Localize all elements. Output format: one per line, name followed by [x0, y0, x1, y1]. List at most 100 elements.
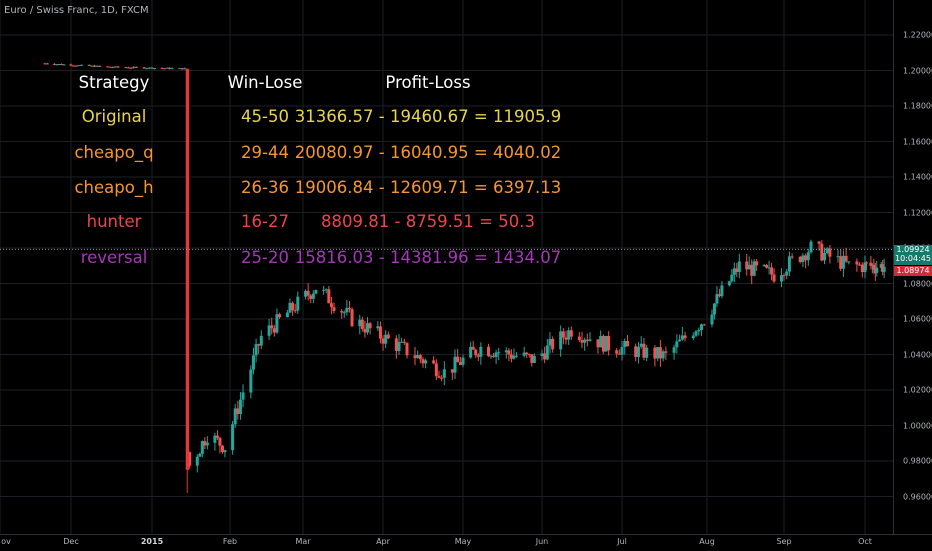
candle-body [839, 256, 843, 269]
price-tick-label: 1.14000 [903, 172, 932, 182]
candle-body [672, 347, 676, 353]
time-tick-label: Jun [535, 537, 549, 546]
candle-body [700, 324, 704, 330]
candle-body [474, 349, 478, 356]
candle-body [254, 344, 258, 356]
time-tick-label: ov [1, 537, 11, 546]
candle-body [820, 243, 824, 261]
candle-body [259, 335, 263, 346]
candle-body [62, 64, 66, 66]
candle-body [527, 354, 531, 356]
candle-body [424, 360, 428, 364]
candle-body [678, 339, 682, 342]
candle-body [765, 264, 769, 268]
candle-body [683, 335, 687, 339]
candle-body [198, 453, 202, 457]
candle-body [183, 68, 187, 70]
candle-body [165, 67, 169, 69]
candle-body [727, 281, 731, 286]
candle-body [90, 65, 94, 67]
candle-body [691, 335, 695, 339]
prev-price-tag: 1.08974 [894, 266, 932, 276]
candle-body [752, 261, 756, 276]
candle-body [804, 255, 808, 261]
strategy-name: Original [81, 107, 147, 126]
candle-body [98, 65, 102, 67]
candle-body [402, 341, 406, 343]
candle-body [400, 341, 404, 343]
candle-body [730, 274, 734, 282]
candle-body [322, 289, 326, 291]
candle-body [737, 261, 741, 273]
candle-body [564, 337, 568, 340]
candle-body [324, 289, 328, 291]
win-lose-value: 29-44 [241, 143, 289, 162]
candle-body [106, 66, 110, 68]
candle-body [376, 326, 380, 329]
candle-body [456, 356, 460, 363]
candle-body [476, 355, 480, 357]
candle-body [872, 264, 876, 270]
crash-candle-body [185, 68, 190, 470]
price-tick-label: 1.20000 [903, 66, 932, 75]
candle-body [360, 319, 364, 329]
candle-body [875, 267, 879, 273]
candle-body [278, 314, 282, 318]
candle-body [203, 441, 207, 446]
candle-body [515, 355, 519, 357]
candle-body [200, 441, 204, 454]
candle-body [309, 295, 313, 299]
candle-body [732, 268, 736, 275]
candle-body [661, 351, 665, 359]
candle-body [223, 450, 227, 453]
candle-body [368, 323, 372, 329]
strategy-name: cheapo_h [74, 178, 154, 197]
candle-body [249, 369, 253, 393]
candle-body [421, 359, 425, 364]
candle-body [108, 66, 112, 68]
candle-body [494, 352, 498, 357]
candle-body [642, 343, 646, 358]
candle-body [844, 255, 848, 262]
candle-body [291, 302, 295, 311]
time-tick-label: Mar [295, 537, 311, 546]
candle-body [806, 252, 810, 261]
candle-body [147, 67, 151, 69]
candle-body [656, 347, 660, 359]
candle-body [855, 261, 859, 265]
candle-body [525, 352, 529, 355]
candle-body [540, 353, 544, 356]
candle-body [580, 340, 584, 343]
price-tick-label: 1.12000 [903, 208, 932, 217]
candle-body [755, 261, 759, 266]
candle-body [241, 392, 245, 400]
candle-body [87, 64, 91, 66]
candle-body [551, 338, 555, 350]
candle-body [55, 64, 59, 66]
candle-body [168, 67, 172, 69]
candle-body [69, 64, 73, 66]
candle-body [567, 330, 571, 340]
candle-body [825, 248, 829, 253]
candle-body [471, 346, 475, 350]
strategy-name: hunter [86, 212, 142, 231]
candle-body [601, 335, 605, 352]
candle-body [767, 267, 771, 269]
candle-body [697, 329, 701, 332]
candle-body [798, 256, 802, 263]
candle-body [363, 328, 367, 333]
time-tick-label: May [454, 537, 472, 546]
candle-body [366, 323, 370, 333]
candle-body [864, 262, 868, 264]
price-tick-label: 1.16000 [903, 137, 932, 146]
candle-body [288, 302, 292, 313]
candle-body [702, 324, 706, 326]
time-tick-label: Apr [376, 537, 390, 546]
price-chart[interactable] [0, 0, 893, 534]
candle-body [52, 63, 56, 65]
time-axis[interactable]: ov Dec 2015 Feb Mar Apr May Jun Jul Aug Sep Oct [0, 534, 932, 551]
candle-body [405, 342, 409, 356]
candle-body [787, 256, 791, 272]
candle-body [394, 338, 398, 351]
candle-body [275, 314, 279, 333]
